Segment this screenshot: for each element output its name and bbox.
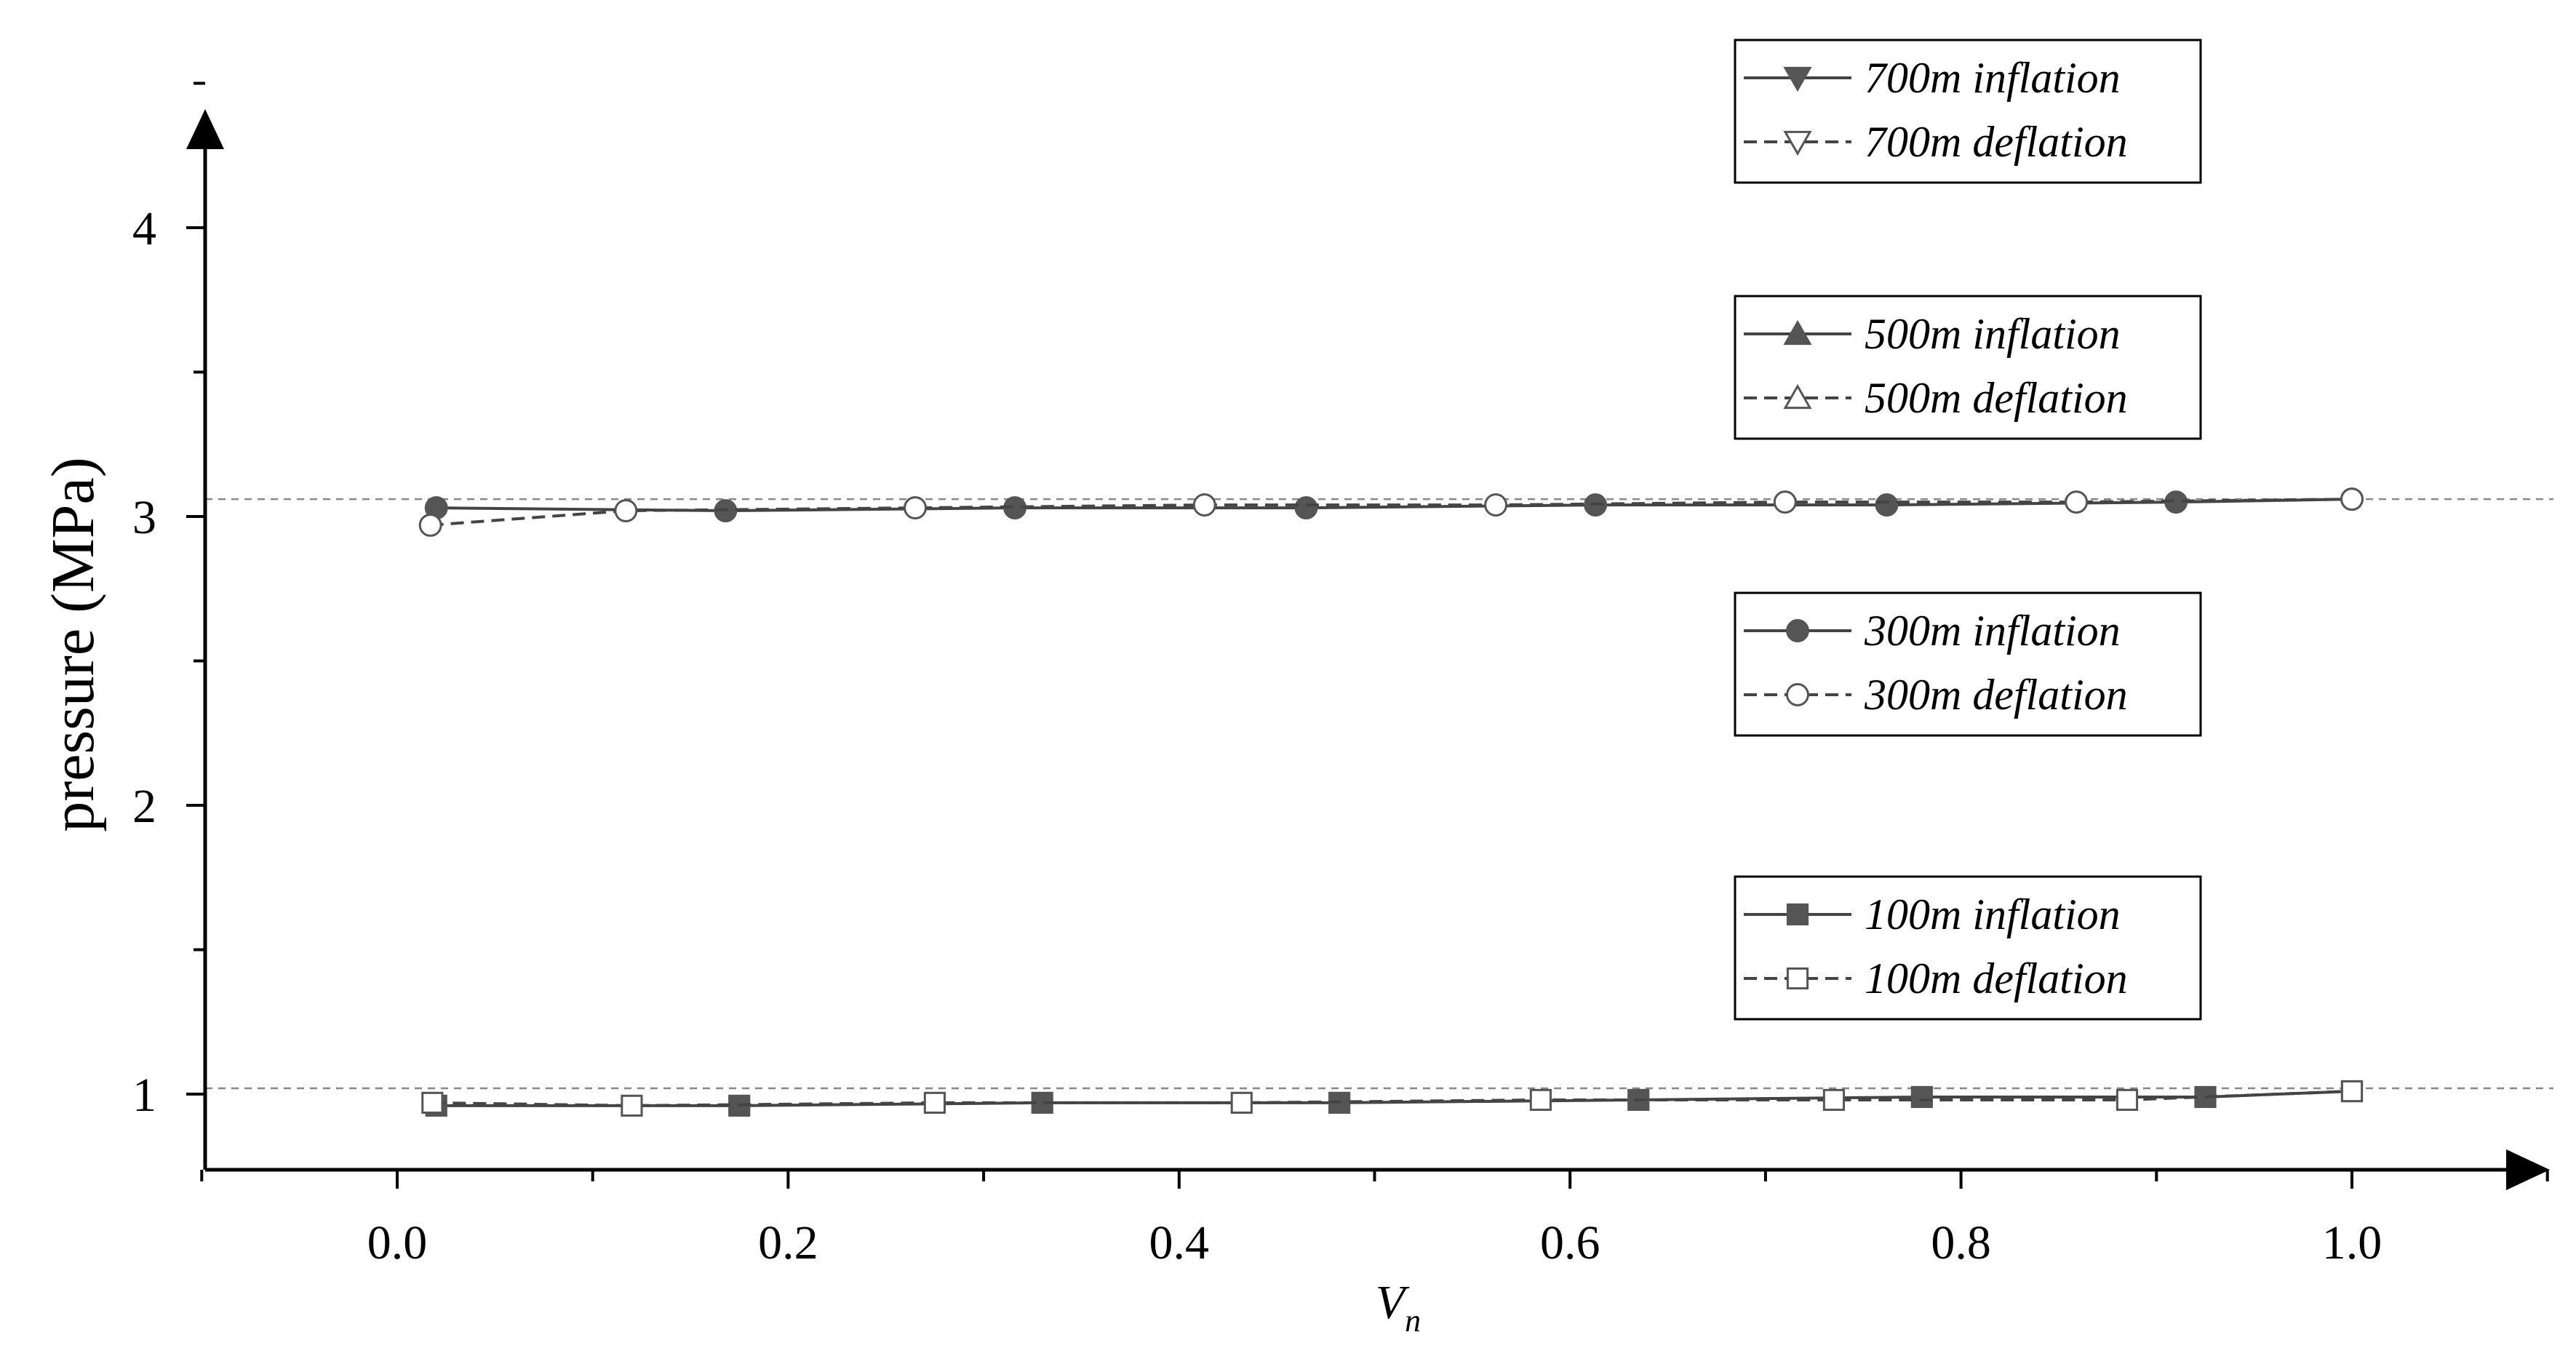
legend-box-1: 500m inflation 500m deflation bbox=[1734, 295, 2202, 440]
series-group bbox=[418, 487, 2364, 1117]
data-point bbox=[1529, 1088, 1552, 1112]
series-line bbox=[432, 1090, 2353, 1107]
legend-label: 300m inflation bbox=[1864, 607, 2121, 655]
y-axis-title: pressure (MPa) bbox=[39, 457, 107, 832]
legend-box-0: 700m inflation 700m deflation bbox=[1734, 39, 2202, 184]
legend-marker bbox=[1783, 383, 1812, 410]
x-tick-label: 0.0 bbox=[367, 1216, 428, 1269]
legend-frame bbox=[1734, 295, 2202, 440]
legend-marker bbox=[1783, 319, 1812, 346]
y-tick-label: 2 bbox=[132, 780, 156, 833]
legend-marker bbox=[1786, 683, 1809, 706]
data-point bbox=[923, 1091, 946, 1114]
x-tick-label: 1.0 bbox=[2322, 1216, 2382, 1269]
data-point bbox=[1822, 1088, 1846, 1112]
data-point bbox=[2340, 1080, 2364, 1103]
legend-marker bbox=[1783, 130, 1812, 156]
legend-marker bbox=[1783, 66, 1812, 92]
data-point bbox=[614, 499, 638, 523]
legend-box-2: 300m inflation 300m deflation bbox=[1734, 591, 2202, 737]
legend-group: 700m inflation 700m deflation 500m inflati… bbox=[1734, 39, 2202, 1021]
data-point bbox=[1910, 1085, 1933, 1109]
legend-label: 500m deflation bbox=[1865, 374, 2128, 422]
data-point bbox=[2116, 1088, 2139, 1112]
legend-label: 500m inflation bbox=[1865, 310, 2121, 358]
legend-label: 100m deflation bbox=[1865, 954, 2128, 1002]
legend-marker bbox=[1786, 903, 1809, 926]
series-300m-deflation bbox=[418, 487, 2364, 537]
axes: 0.00.20.40.60.81.01234567Vnpressure (MPa… bbox=[39, 81, 2550, 1339]
y-tick-label: 3 bbox=[132, 491, 156, 544]
series-100m-deflation bbox=[421, 1080, 2364, 1117]
data-point bbox=[1230, 1091, 1253, 1114]
data-point bbox=[421, 1091, 444, 1114]
legend-frame bbox=[1734, 875, 2202, 1021]
y-axis-arrow bbox=[186, 109, 224, 149]
data-point bbox=[1484, 493, 1508, 517]
x-axis-title: Vn bbox=[1376, 1276, 1421, 1339]
legend-label: 700m deflation bbox=[1865, 118, 2128, 166]
x-tick-label: 0.6 bbox=[1540, 1216, 1600, 1269]
legend-marker bbox=[1786, 619, 1809, 642]
data-point bbox=[418, 513, 442, 537]
legend-frame bbox=[1734, 39, 2202, 184]
data-point bbox=[2340, 487, 2364, 511]
data-point bbox=[1192, 493, 1216, 517]
y-tick-label: 4 bbox=[132, 202, 156, 255]
data-point bbox=[1875, 493, 1899, 517]
x-tick-label: 0.2 bbox=[758, 1216, 818, 1269]
data-point bbox=[904, 496, 928, 520]
legend-label: 300m deflation bbox=[1864, 671, 2128, 719]
series-line bbox=[430, 498, 2353, 527]
reference-lines bbox=[205, 498, 2553, 1090]
legend-box-3: 100m inflation 100m deflation bbox=[1734, 875, 2202, 1021]
data-point bbox=[621, 1094, 643, 1117]
data-point bbox=[1773, 490, 1797, 514]
y-tick-label: 1 bbox=[132, 1069, 156, 1122]
x-axis-arrow bbox=[2506, 1149, 2550, 1190]
legend-label: 700m inflation bbox=[1865, 54, 2121, 102]
x-tick-label: 0.4 bbox=[1149, 1216, 1210, 1269]
data-point bbox=[1294, 496, 1318, 520]
legend-frame bbox=[1734, 591, 2202, 737]
data-point bbox=[2065, 490, 2089, 514]
legend-marker bbox=[1786, 967, 1809, 990]
legend-label: 100m inflation bbox=[1865, 890, 2121, 938]
x-tick-label: 0.8 bbox=[1931, 1216, 1991, 1269]
